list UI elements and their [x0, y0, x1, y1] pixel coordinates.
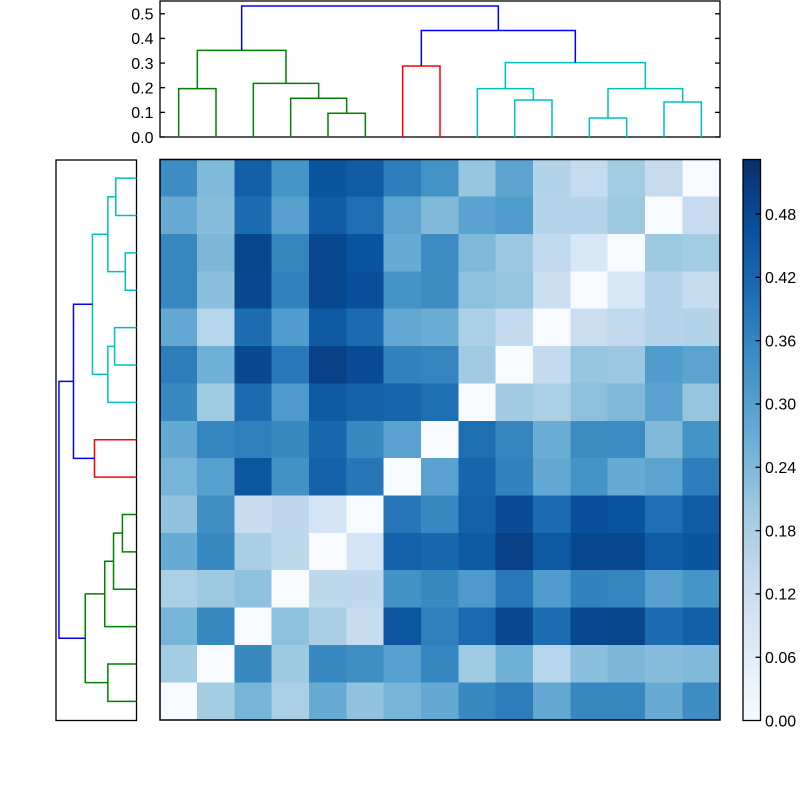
- svg-text:0.30: 0.30: [765, 397, 796, 414]
- svg-text:0.0: 0.0: [131, 130, 153, 147]
- svg-text:0.00: 0.00: [765, 713, 796, 730]
- svg-text:0.18: 0.18: [765, 523, 796, 540]
- svg-text:0.24: 0.24: [765, 460, 796, 477]
- svg-text:0.36: 0.36: [765, 333, 796, 350]
- svg-text:0.06: 0.06: [765, 650, 796, 667]
- svg-text:0.5: 0.5: [131, 7, 153, 24]
- svg-text:0.1: 0.1: [131, 105, 153, 122]
- svg-text:0.48: 0.48: [765, 207, 796, 224]
- svg-text:0.2: 0.2: [131, 80, 153, 97]
- svg-text:0.12: 0.12: [765, 587, 796, 604]
- svg-text:0.4: 0.4: [131, 31, 153, 48]
- svg-text:0.42: 0.42: [765, 270, 796, 287]
- svg-text:0.3: 0.3: [131, 56, 153, 73]
